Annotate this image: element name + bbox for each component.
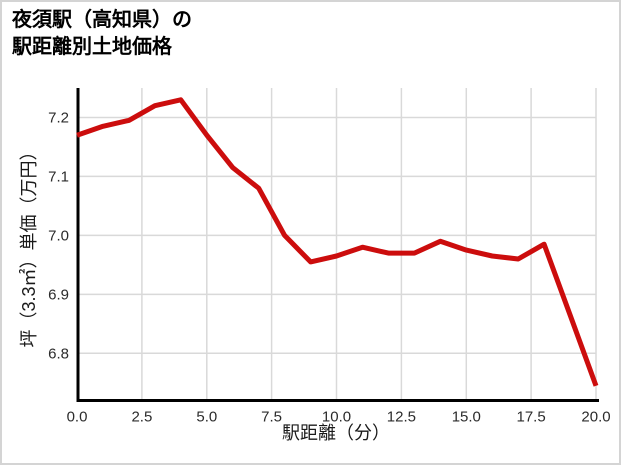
x-tick-label: 0.0 [67, 409, 88, 426]
chart-title-line2: 駅距離別土地価格 [12, 36, 172, 58]
y-tick-label: 6.8 [48, 345, 69, 362]
x-tick-label: 7.5 [261, 409, 282, 426]
y-tick-label: 7.0 [48, 227, 69, 244]
y-tick-label: 6.9 [48, 286, 69, 303]
y-axis-label: 坪（3.3㎡）単価（万円） [18, 142, 39, 347]
x-tick-label: 10.0 [322, 409, 351, 426]
x-tick-label: 15.0 [452, 409, 481, 426]
x-tick-label: 20.0 [581, 409, 610, 426]
y-tick-label: 7.1 [48, 168, 69, 185]
price-line [76, 97, 599, 387]
chart-plot-area: 0.0 2.5 5.0 7.5 10.0 12.5 15.0 17.5 20.0 6.8 6.9 7.… [48, 88, 611, 426]
chart-title: 夜須駅（高知県）の 駅距離別土地価格 [12, 7, 192, 61]
y-tick-label: 7.2 [48, 110, 69, 127]
x-tick-label: 12.5 [387, 409, 416, 426]
x-tick-label: 5.0 [196, 409, 217, 426]
chart-title-line1: 夜須駅（高知県）の [12, 9, 192, 31]
x-tick-label: 17.5 [516, 409, 545, 426]
x-axis-label: 駅距離（分） [282, 423, 390, 443]
x-tick-label: 2.5 [131, 409, 152, 426]
